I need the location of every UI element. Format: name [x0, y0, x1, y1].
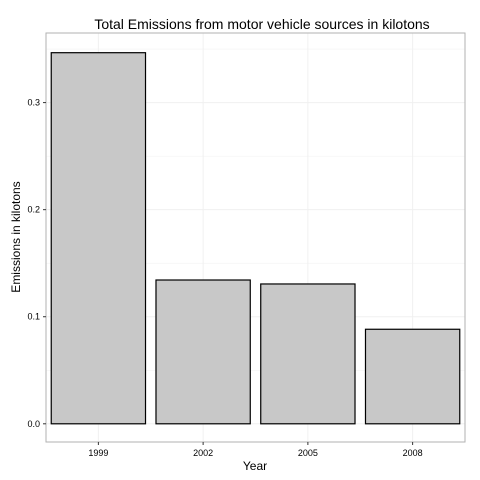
x-tick-label: 2005 — [298, 448, 318, 458]
x-tick-label: 2002 — [193, 448, 213, 458]
bars — [51, 53, 460, 424]
chart-title: Total Emissions from motor vehicle sourc… — [94, 16, 429, 32]
y-tick-label: 0.3 — [27, 98, 40, 108]
bar-2008 — [365, 329, 459, 424]
x-tick-label: 1999 — [88, 448, 108, 458]
bar-2005 — [261, 284, 355, 424]
x-axis-title: Year — [243, 459, 267, 473]
bar-2002 — [156, 280, 250, 424]
y-axis-ticks: 0.0 0.1 0.2 0.3 — [27, 98, 46, 429]
y-axis-title: Emissions in kilotons — [9, 181, 23, 292]
x-tick-label: 2008 — [403, 448, 423, 458]
y-tick-label: 0.2 — [27, 205, 40, 215]
y-tick-label: 0.0 — [27, 419, 40, 429]
y-tick-label: 0.1 — [27, 312, 40, 322]
x-axis-ticks: 1999 2002 2005 2008 — [88, 442, 422, 458]
bar-1999 — [51, 53, 145, 424]
